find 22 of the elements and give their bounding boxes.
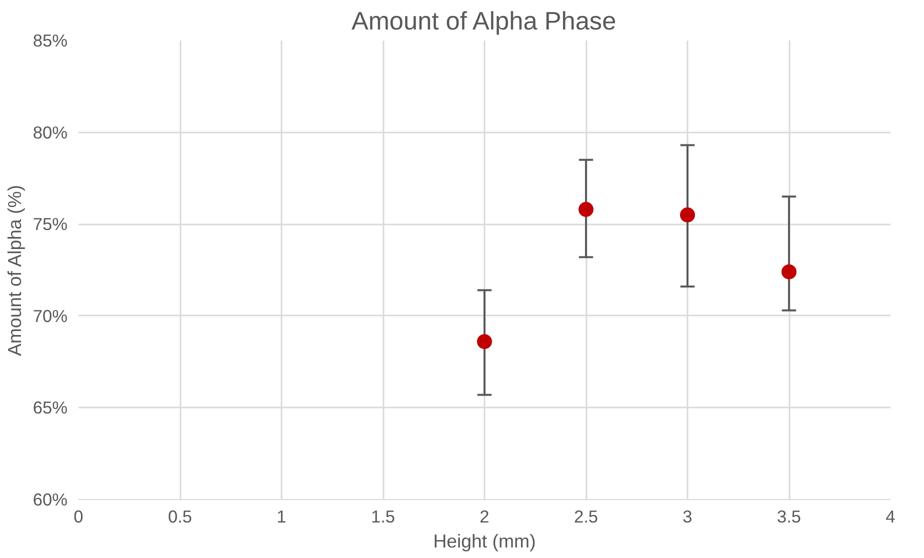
y-tick-label: 60% [32, 490, 68, 510]
x-tick-label: 2.5 [574, 506, 598, 526]
x-tick-label: 3.5 [776, 506, 802, 526]
x-tick-label: 2 [480, 506, 490, 526]
x-tick-label: 4 [886, 506, 896, 526]
x-axis-title: Height (mm) [433, 530, 536, 552]
point [578, 202, 594, 217]
point [477, 334, 492, 350]
y-tick-label: 80% [32, 122, 68, 142]
y-tick-label: 70% [32, 306, 68, 326]
y-tick-label: 75% [32, 214, 68, 234]
chart-title: Amount of Alpha Phase [351, 8, 616, 36]
y-axis-title: Amount of Alpha (%) [4, 184, 25, 356]
y-tick-label: 85% [32, 30, 68, 50]
point [782, 264, 796, 280]
x-tick-label: 1 [276, 506, 286, 526]
x-tick-label: 0.5 [168, 506, 192, 526]
point [680, 207, 695, 222]
x-tick-label: 1.5 [370, 506, 396, 526]
y-tick-label: 65% [32, 398, 68, 418]
x-tick-label: 3 [682, 506, 692, 526]
x-tick-label: 0 [74, 506, 84, 526]
